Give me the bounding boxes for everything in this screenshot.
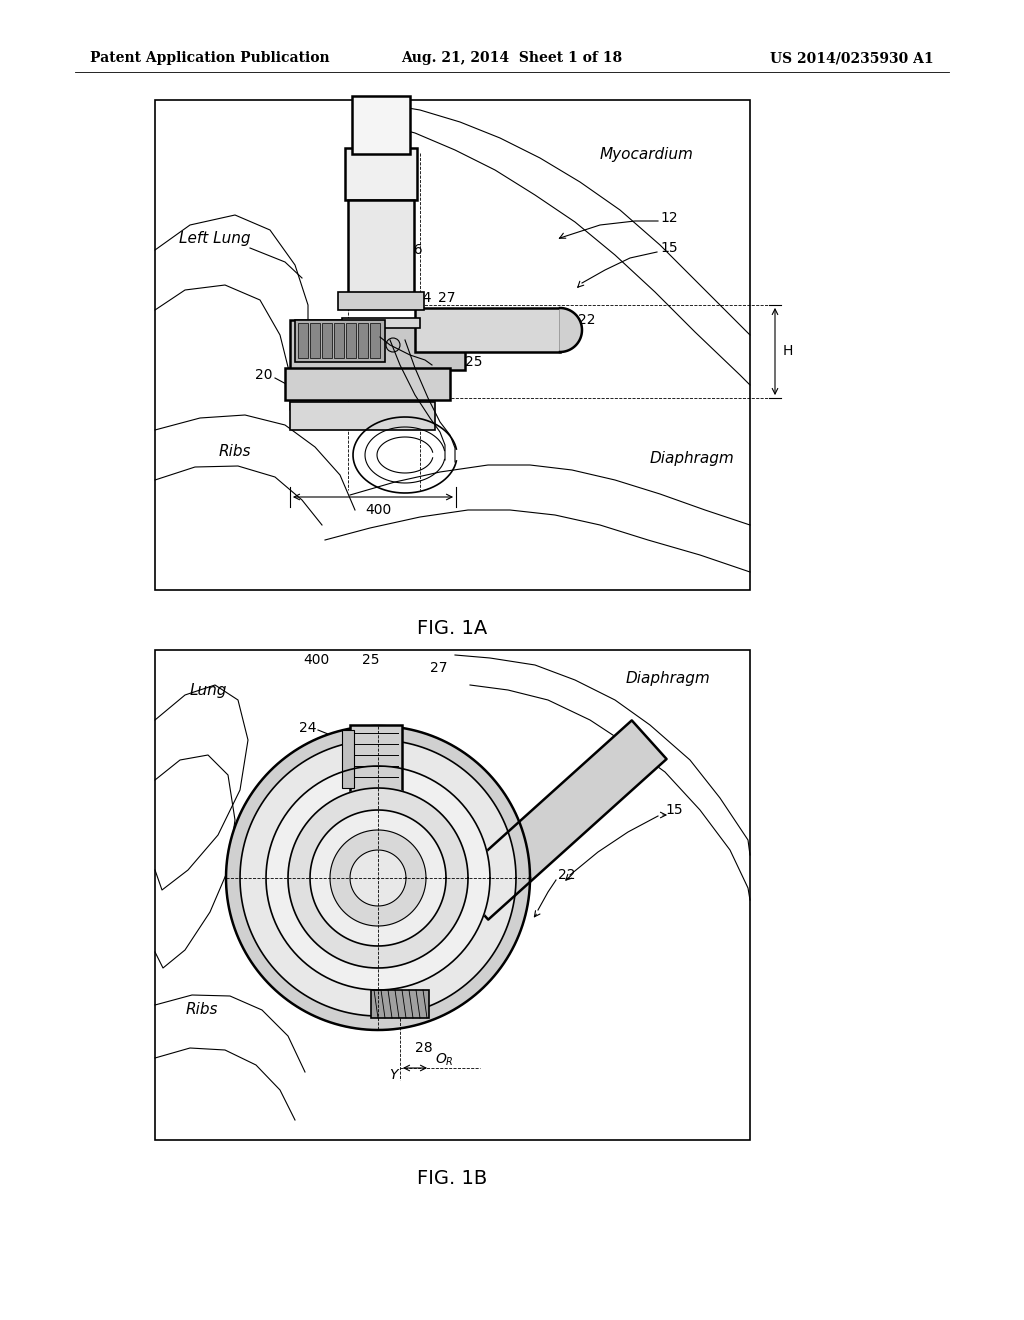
Polygon shape bbox=[240, 741, 516, 1016]
Polygon shape bbox=[350, 850, 406, 906]
Text: Y: Y bbox=[389, 1068, 398, 1082]
Bar bbox=[342, 730, 354, 788]
Text: 24: 24 bbox=[414, 290, 431, 305]
Text: 20: 20 bbox=[255, 368, 272, 381]
Polygon shape bbox=[288, 788, 468, 968]
Text: 20: 20 bbox=[342, 1011, 360, 1026]
Text: 25: 25 bbox=[465, 355, 482, 370]
Text: H: H bbox=[783, 345, 794, 358]
Text: 22: 22 bbox=[578, 313, 596, 327]
Bar bbox=[334, 323, 344, 358]
Bar bbox=[350, 725, 402, 793]
Bar bbox=[348, 201, 414, 300]
Text: FIG. 1A: FIG. 1A bbox=[417, 619, 487, 638]
Text: 27: 27 bbox=[430, 661, 447, 675]
Polygon shape bbox=[330, 830, 426, 927]
Bar bbox=[371, 990, 429, 1018]
Bar bbox=[322, 323, 332, 358]
Text: 28: 28 bbox=[415, 1041, 432, 1055]
Bar bbox=[290, 319, 465, 370]
Polygon shape bbox=[266, 766, 490, 990]
Text: 27: 27 bbox=[438, 290, 456, 305]
Text: E: E bbox=[370, 173, 379, 187]
Polygon shape bbox=[560, 308, 582, 352]
Polygon shape bbox=[454, 874, 497, 920]
Text: 25: 25 bbox=[362, 653, 380, 667]
Bar bbox=[310, 323, 319, 358]
Bar bbox=[338, 292, 424, 310]
Bar bbox=[298, 323, 308, 358]
Bar bbox=[285, 368, 450, 400]
Text: 22a: 22a bbox=[548, 813, 574, 828]
Bar bbox=[290, 403, 435, 430]
Text: Aug. 21, 2014  Sheet 1 of 18: Aug. 21, 2014 Sheet 1 of 18 bbox=[401, 51, 623, 65]
Text: 12: 12 bbox=[660, 211, 678, 224]
Text: Lung: Lung bbox=[189, 682, 226, 697]
Bar bbox=[370, 323, 380, 358]
Text: $O_R$: $O_R$ bbox=[435, 1052, 454, 1068]
Text: E: E bbox=[478, 774, 486, 787]
Text: Patent Application Publication: Patent Application Publication bbox=[90, 51, 330, 65]
Bar bbox=[352, 96, 410, 154]
Text: Ribs: Ribs bbox=[219, 445, 251, 459]
Bar bbox=[295, 319, 385, 362]
Text: Myocardium: Myocardium bbox=[600, 148, 694, 162]
Bar bbox=[346, 323, 356, 358]
Text: 15: 15 bbox=[660, 242, 678, 255]
Text: 400: 400 bbox=[365, 503, 391, 517]
Bar bbox=[155, 649, 750, 1140]
Text: Diaphragm: Diaphragm bbox=[650, 450, 735, 466]
Text: 22: 22 bbox=[558, 869, 575, 882]
Bar bbox=[415, 308, 560, 352]
Text: Left Lung: Left Lung bbox=[179, 231, 251, 246]
Bar bbox=[345, 148, 417, 201]
Text: 15: 15 bbox=[665, 803, 683, 817]
Text: FIG. 1B: FIG. 1B bbox=[417, 1168, 487, 1188]
Text: Ribs: Ribs bbox=[185, 1002, 218, 1018]
Text: 24: 24 bbox=[299, 721, 316, 735]
Polygon shape bbox=[226, 726, 530, 1030]
Circle shape bbox=[386, 338, 400, 352]
Bar bbox=[155, 100, 750, 590]
Polygon shape bbox=[310, 810, 446, 946]
Text: 10: 10 bbox=[370, 121, 387, 135]
Polygon shape bbox=[624, 721, 667, 766]
Polygon shape bbox=[454, 721, 667, 920]
Text: 400: 400 bbox=[304, 653, 330, 667]
Text: 26: 26 bbox=[406, 243, 423, 257]
Text: W: W bbox=[350, 875, 364, 888]
Text: Diaphragm: Diaphragm bbox=[626, 671, 711, 685]
Bar bbox=[358, 323, 368, 358]
Text: US 2014/0235930 A1: US 2014/0235930 A1 bbox=[770, 51, 934, 65]
Bar bbox=[342, 318, 420, 327]
